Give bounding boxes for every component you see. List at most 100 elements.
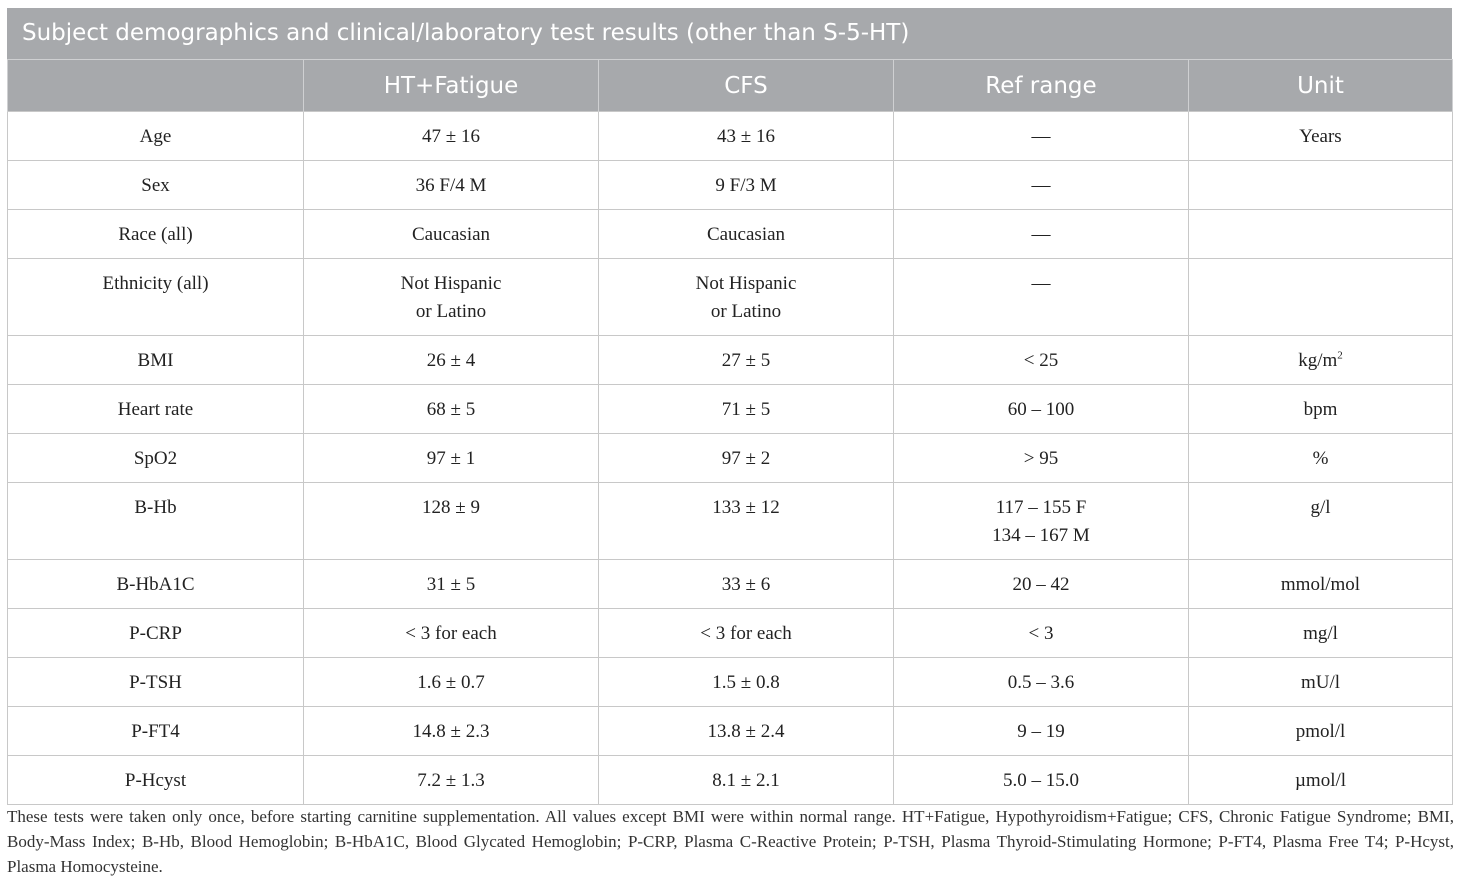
parameter-cell: SpO2 xyxy=(7,433,304,483)
cfs-value: 133 ± 12 xyxy=(712,497,780,518)
parameter-cell: B-HbA1C xyxy=(7,559,304,609)
ht-fatigue-cell: 1.6 ± 0.7 xyxy=(303,657,599,707)
cfs-value: 71 ± 5 xyxy=(721,399,771,420)
ref-range-value: — xyxy=(1031,273,1051,294)
unit-cell: kg/m2 xyxy=(1188,335,1453,385)
cfs-cell: 13.8 ± 2.4 xyxy=(598,706,894,756)
parameter-cell: B-Hb xyxy=(7,482,304,560)
unit-cell xyxy=(1188,209,1453,259)
ht-fatigue-value: 31 ± 5 xyxy=(426,574,476,595)
unit-value: mg/l xyxy=(1303,623,1338,644)
table-container: Subject demographics and clinical/labora… xyxy=(7,8,1453,805)
ref-range-cell: < 25 xyxy=(893,335,1189,385)
table-row: SpO2 97 ± 1 97 ± 2 > 95% xyxy=(7,433,1453,483)
cfs-cell: 97 ± 2 xyxy=(598,433,894,483)
ref-range-cell: > 95 xyxy=(893,433,1189,483)
cfs-value: 97 ± 2 xyxy=(721,448,771,469)
ht-fatigue-value: Not Hispanic xyxy=(400,273,502,294)
ref-range-value: > 95 xyxy=(1023,448,1059,469)
ht-fatigue-value: 36 F/4 M xyxy=(415,175,487,196)
table-row: Race (all) Caucasian Caucasian — xyxy=(7,209,1453,259)
table-caption: Subject demographics and clinical/labora… xyxy=(7,8,1452,59)
ref-range-value: 9 – 19 xyxy=(1017,721,1065,742)
ht-fatigue-cell: 36 F/4 M xyxy=(303,160,599,210)
parameter-cell: Heart rate xyxy=(7,384,304,434)
header-ref-range: Ref range xyxy=(893,59,1189,112)
ref-range-cell: 0.5 – 3.6 xyxy=(893,657,1189,707)
header-unit: Unit xyxy=(1188,59,1453,112)
unit-value: mmol/mol xyxy=(1280,574,1361,595)
ht-fatigue-value: Caucasian xyxy=(411,224,491,245)
ht-fatigue-cell: 68 ± 5 xyxy=(303,384,599,434)
table-row: P-FT4 14.8 ± 2.3 13.8 ± 2.4 9 – 19 pmol/l xyxy=(7,706,1453,756)
ht-fatigue-cell: < 3 for each xyxy=(303,608,599,658)
cfs-cell: 1.5 ± 0.8 xyxy=(598,657,894,707)
ref-range-value: — xyxy=(1031,175,1051,196)
header-row: HT+Fatigue CFS Ref range Unit xyxy=(7,59,1453,112)
unit-value: g/l xyxy=(1310,497,1331,518)
ref-range-cell: 20 – 42 xyxy=(893,559,1189,609)
ht-fatigue-cell: 7.2 ± 1.3 xyxy=(303,755,599,805)
unit-cell: mmol/mol xyxy=(1188,559,1453,609)
cfs-value: 33 ± 6 xyxy=(721,574,771,595)
unit-superscript: 2 xyxy=(1337,349,1343,362)
cfs-cell: < 3 for each xyxy=(598,608,894,658)
parameter-cell: Age xyxy=(7,111,304,161)
ht-fatigue-cell: Not Hispanic or Latino xyxy=(303,258,599,336)
ref-range-value: 117 – 155 F xyxy=(995,497,1087,518)
header-cfs: CFS xyxy=(598,59,894,112)
unit-cell: mg/l xyxy=(1188,608,1453,658)
unit-value: mU/l xyxy=(1300,672,1341,693)
ref-range-cell: 5.0 – 15.0 xyxy=(893,755,1189,805)
ht-fatigue-cell: 47 ± 16 xyxy=(303,111,599,161)
ht-fatigue-value: 68 ± 5 xyxy=(426,399,476,420)
parameter-cell: P-CRP xyxy=(7,608,304,658)
ht-fatigue-cell: 31 ± 5 xyxy=(303,559,599,609)
unit-cell xyxy=(1188,258,1453,336)
ref-range-cell: 9 – 19 xyxy=(893,706,1189,756)
parameter-cell: P-FT4 xyxy=(7,706,304,756)
ref-range-value: 20 – 42 xyxy=(1012,574,1070,595)
unit-value: µmol/l xyxy=(1294,770,1347,791)
ht-fatigue-value: or Latino xyxy=(415,301,487,322)
table-row: P-Hcyst 7.2 ± 1.3 8.1 ± 2.1 5.0 – 15.0 µmol/… xyxy=(7,755,1453,805)
parameter-cell: P-Hcyst xyxy=(7,755,304,805)
cfs-value: 27 ± 5 xyxy=(721,350,771,371)
ht-fatigue-value: 1.6 ± 0.7 xyxy=(417,672,485,693)
ref-range-value: 60 – 100 xyxy=(1007,399,1075,420)
unit-value: kg/m xyxy=(1298,350,1338,371)
ref-range-value: < 3 xyxy=(1028,623,1054,644)
cfs-cell: 27 ± 5 xyxy=(598,335,894,385)
cfs-value: Caucasian xyxy=(706,224,786,245)
ref-range-cell: < 3 xyxy=(893,608,1189,658)
ht-fatigue-value: 97 ± 1 xyxy=(426,448,476,469)
ref-range-value: 5.0 – 15.0 xyxy=(1003,770,1079,791)
cfs-value: < 3 for each xyxy=(700,623,792,644)
table-row: P-TSH 1.6 ± 0.7 1.5 ± 0.8 0.5 – 3.6 mU/l xyxy=(7,657,1453,707)
table-body: Age 47 ± 16 43 ± 16 — Years Sex 36 F/4 M 9 F/3 … xyxy=(7,111,1453,805)
table-row: B-HbA1C 31 ± 5 33 ± 6 20 – 42 mmol/mol xyxy=(7,559,1453,609)
unit-value: Years xyxy=(1299,126,1342,147)
cfs-cell: 9 F/3 M xyxy=(598,160,894,210)
ht-fatigue-value: 47 ± 16 xyxy=(422,126,480,147)
ht-fatigue-value: 128 ± 9 xyxy=(422,497,480,518)
ht-fatigue-cell: 14.8 ± 2.3 xyxy=(303,706,599,756)
header-ht-fatigue: HT+Fatigue xyxy=(303,59,599,112)
ref-range-value: 134 – 167 M xyxy=(992,525,1090,546)
parameter-cell: P-TSH xyxy=(7,657,304,707)
parameter-cell: Ethnicity (all) xyxy=(7,258,304,336)
parameter-cell: Race (all) xyxy=(7,209,304,259)
ref-range-cell: — xyxy=(893,160,1189,210)
unit-value: bpm xyxy=(1303,399,1338,420)
ref-range-cell: — xyxy=(893,258,1189,336)
unit-cell: % xyxy=(1188,433,1453,483)
unit-cell: bpm xyxy=(1188,384,1453,434)
unit-cell: mU/l xyxy=(1188,657,1453,707)
ref-range-cell: — xyxy=(893,209,1189,259)
table-row: Age 47 ± 16 43 ± 16 — Years xyxy=(7,111,1453,161)
cfs-value: 8.1 ± 2.1 xyxy=(712,770,780,791)
unit-cell: Years xyxy=(1188,111,1453,161)
unit-value: % xyxy=(1312,448,1329,469)
cfs-cell: 133 ± 12 xyxy=(598,482,894,560)
cfs-cell: Not Hispanic or Latino xyxy=(598,258,894,336)
